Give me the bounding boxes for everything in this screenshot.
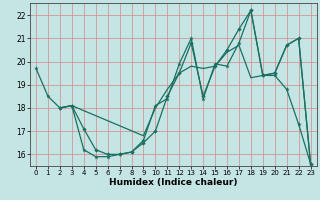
- X-axis label: Humidex (Indice chaleur): Humidex (Indice chaleur): [109, 178, 237, 187]
